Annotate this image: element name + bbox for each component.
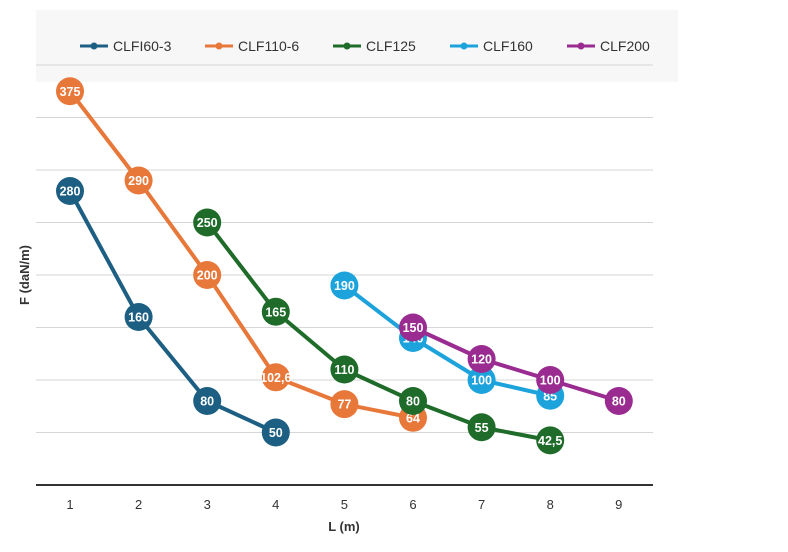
data-point[interactable] xyxy=(124,303,153,331)
data-label: 120 xyxy=(471,353,492,367)
x-tick-label: 1 xyxy=(66,497,73,512)
data-label: 290 xyxy=(128,174,149,188)
data-point[interactable] xyxy=(604,387,633,415)
data-label: 150 xyxy=(403,321,424,335)
data-point[interactable] xyxy=(261,418,290,447)
series-line xyxy=(411,325,621,403)
legend-item[interactable]: CLF125 xyxy=(333,38,416,54)
x-tick-label: 9 xyxy=(615,497,622,512)
data-point[interactable] xyxy=(536,366,565,394)
data-label: 100 xyxy=(471,374,492,388)
legend-marker xyxy=(577,42,585,50)
x-tick-label: 5 xyxy=(341,497,348,512)
data-label: 42,5 xyxy=(538,434,562,448)
x-tick-label: 8 xyxy=(547,497,554,512)
data-point[interactable] xyxy=(193,261,222,289)
data-label: 110 xyxy=(334,363,354,377)
data-point[interactable] xyxy=(467,366,496,394)
y-axis-title: F (daN/m) xyxy=(17,245,32,305)
legend-label: CLF110-6 xyxy=(238,38,299,54)
legend-label: CLF125 xyxy=(366,38,416,54)
data-point[interactable] xyxy=(330,271,359,300)
data-label: 50 xyxy=(269,426,283,440)
data-label: 375 xyxy=(60,85,81,99)
data-point[interactable] xyxy=(467,413,496,442)
data-point[interactable] xyxy=(56,77,84,106)
legend-item[interactable]: CLFI60-3 xyxy=(80,38,172,54)
legend-item[interactable]: CLF160 xyxy=(450,38,533,54)
legend-item[interactable]: CLF110-6 xyxy=(205,38,299,54)
data-label: 190 xyxy=(334,279,355,293)
data-label: 80 xyxy=(200,395,214,409)
x-axis-ticks: 1 2 3 4 5 6 7 8 9 xyxy=(66,497,622,512)
data-point[interactable] xyxy=(467,345,496,373)
data-label: 160 xyxy=(128,311,149,325)
series: 19014010085 xyxy=(330,271,565,410)
data-label: 64 xyxy=(406,411,420,425)
data-point[interactable] xyxy=(330,355,359,384)
data-point[interactable] xyxy=(330,390,359,419)
data-label: 80 xyxy=(406,395,420,409)
legend-marker xyxy=(460,42,468,50)
data-label: 77 xyxy=(337,398,351,412)
data-point[interactable] xyxy=(536,426,565,455)
data-point[interactable] xyxy=(261,297,290,326)
legend-marker xyxy=(90,42,98,50)
legend-label: CLFI60-3 xyxy=(113,38,172,54)
x-tick-label: 3 xyxy=(204,497,211,512)
data-point[interactable] xyxy=(261,363,290,392)
data-label: 280 xyxy=(60,185,81,199)
legend-item[interactable]: CLF200 xyxy=(567,38,650,54)
data-point[interactable] xyxy=(193,387,222,415)
data-point[interactable] xyxy=(399,313,427,342)
data-point[interactable] xyxy=(193,208,222,237)
x-tick-label: 6 xyxy=(409,497,416,512)
series: 150 120 100 80 xyxy=(399,313,633,415)
series: 250 165 110 80 55 42,5 xyxy=(193,208,565,455)
series-line xyxy=(342,283,553,398)
data-label: 80 xyxy=(612,395,626,409)
data-label: 200 xyxy=(197,269,218,283)
data-label: 100 xyxy=(540,374,561,388)
data-point[interactable] xyxy=(124,166,153,195)
data-label: 250 xyxy=(197,216,218,230)
data-label: 55 xyxy=(475,421,489,435)
legend-label: CLF200 xyxy=(600,38,650,54)
legend-marker xyxy=(343,42,351,50)
series: 280 160 80 50 xyxy=(56,177,290,447)
series-line xyxy=(68,89,415,420)
legend-marker xyxy=(215,42,223,50)
data-label: 165 xyxy=(265,305,286,319)
series: 375 290 200 102,6 77 64 xyxy=(56,77,427,432)
legend[interactable]: CLFI60-3 CLF110-6 CLF125 CLF160 CLF200 xyxy=(80,38,650,54)
x-tick-label: 2 xyxy=(135,497,142,512)
legend-label: CLF160 xyxy=(483,38,533,54)
series-line xyxy=(68,189,278,435)
x-tick-label: 7 xyxy=(478,497,485,512)
x-tick-label: 4 xyxy=(272,497,279,512)
data-label: 102,6 xyxy=(260,371,291,385)
series-line xyxy=(205,220,553,443)
plot-series: 280 160 80 50 375 290 200 102,6 77 64 250 165 110 80 5… xyxy=(56,77,633,455)
data-point[interactable] xyxy=(56,177,84,205)
x-axis-title: L (m) xyxy=(328,519,360,534)
data-point[interactable] xyxy=(399,387,427,415)
